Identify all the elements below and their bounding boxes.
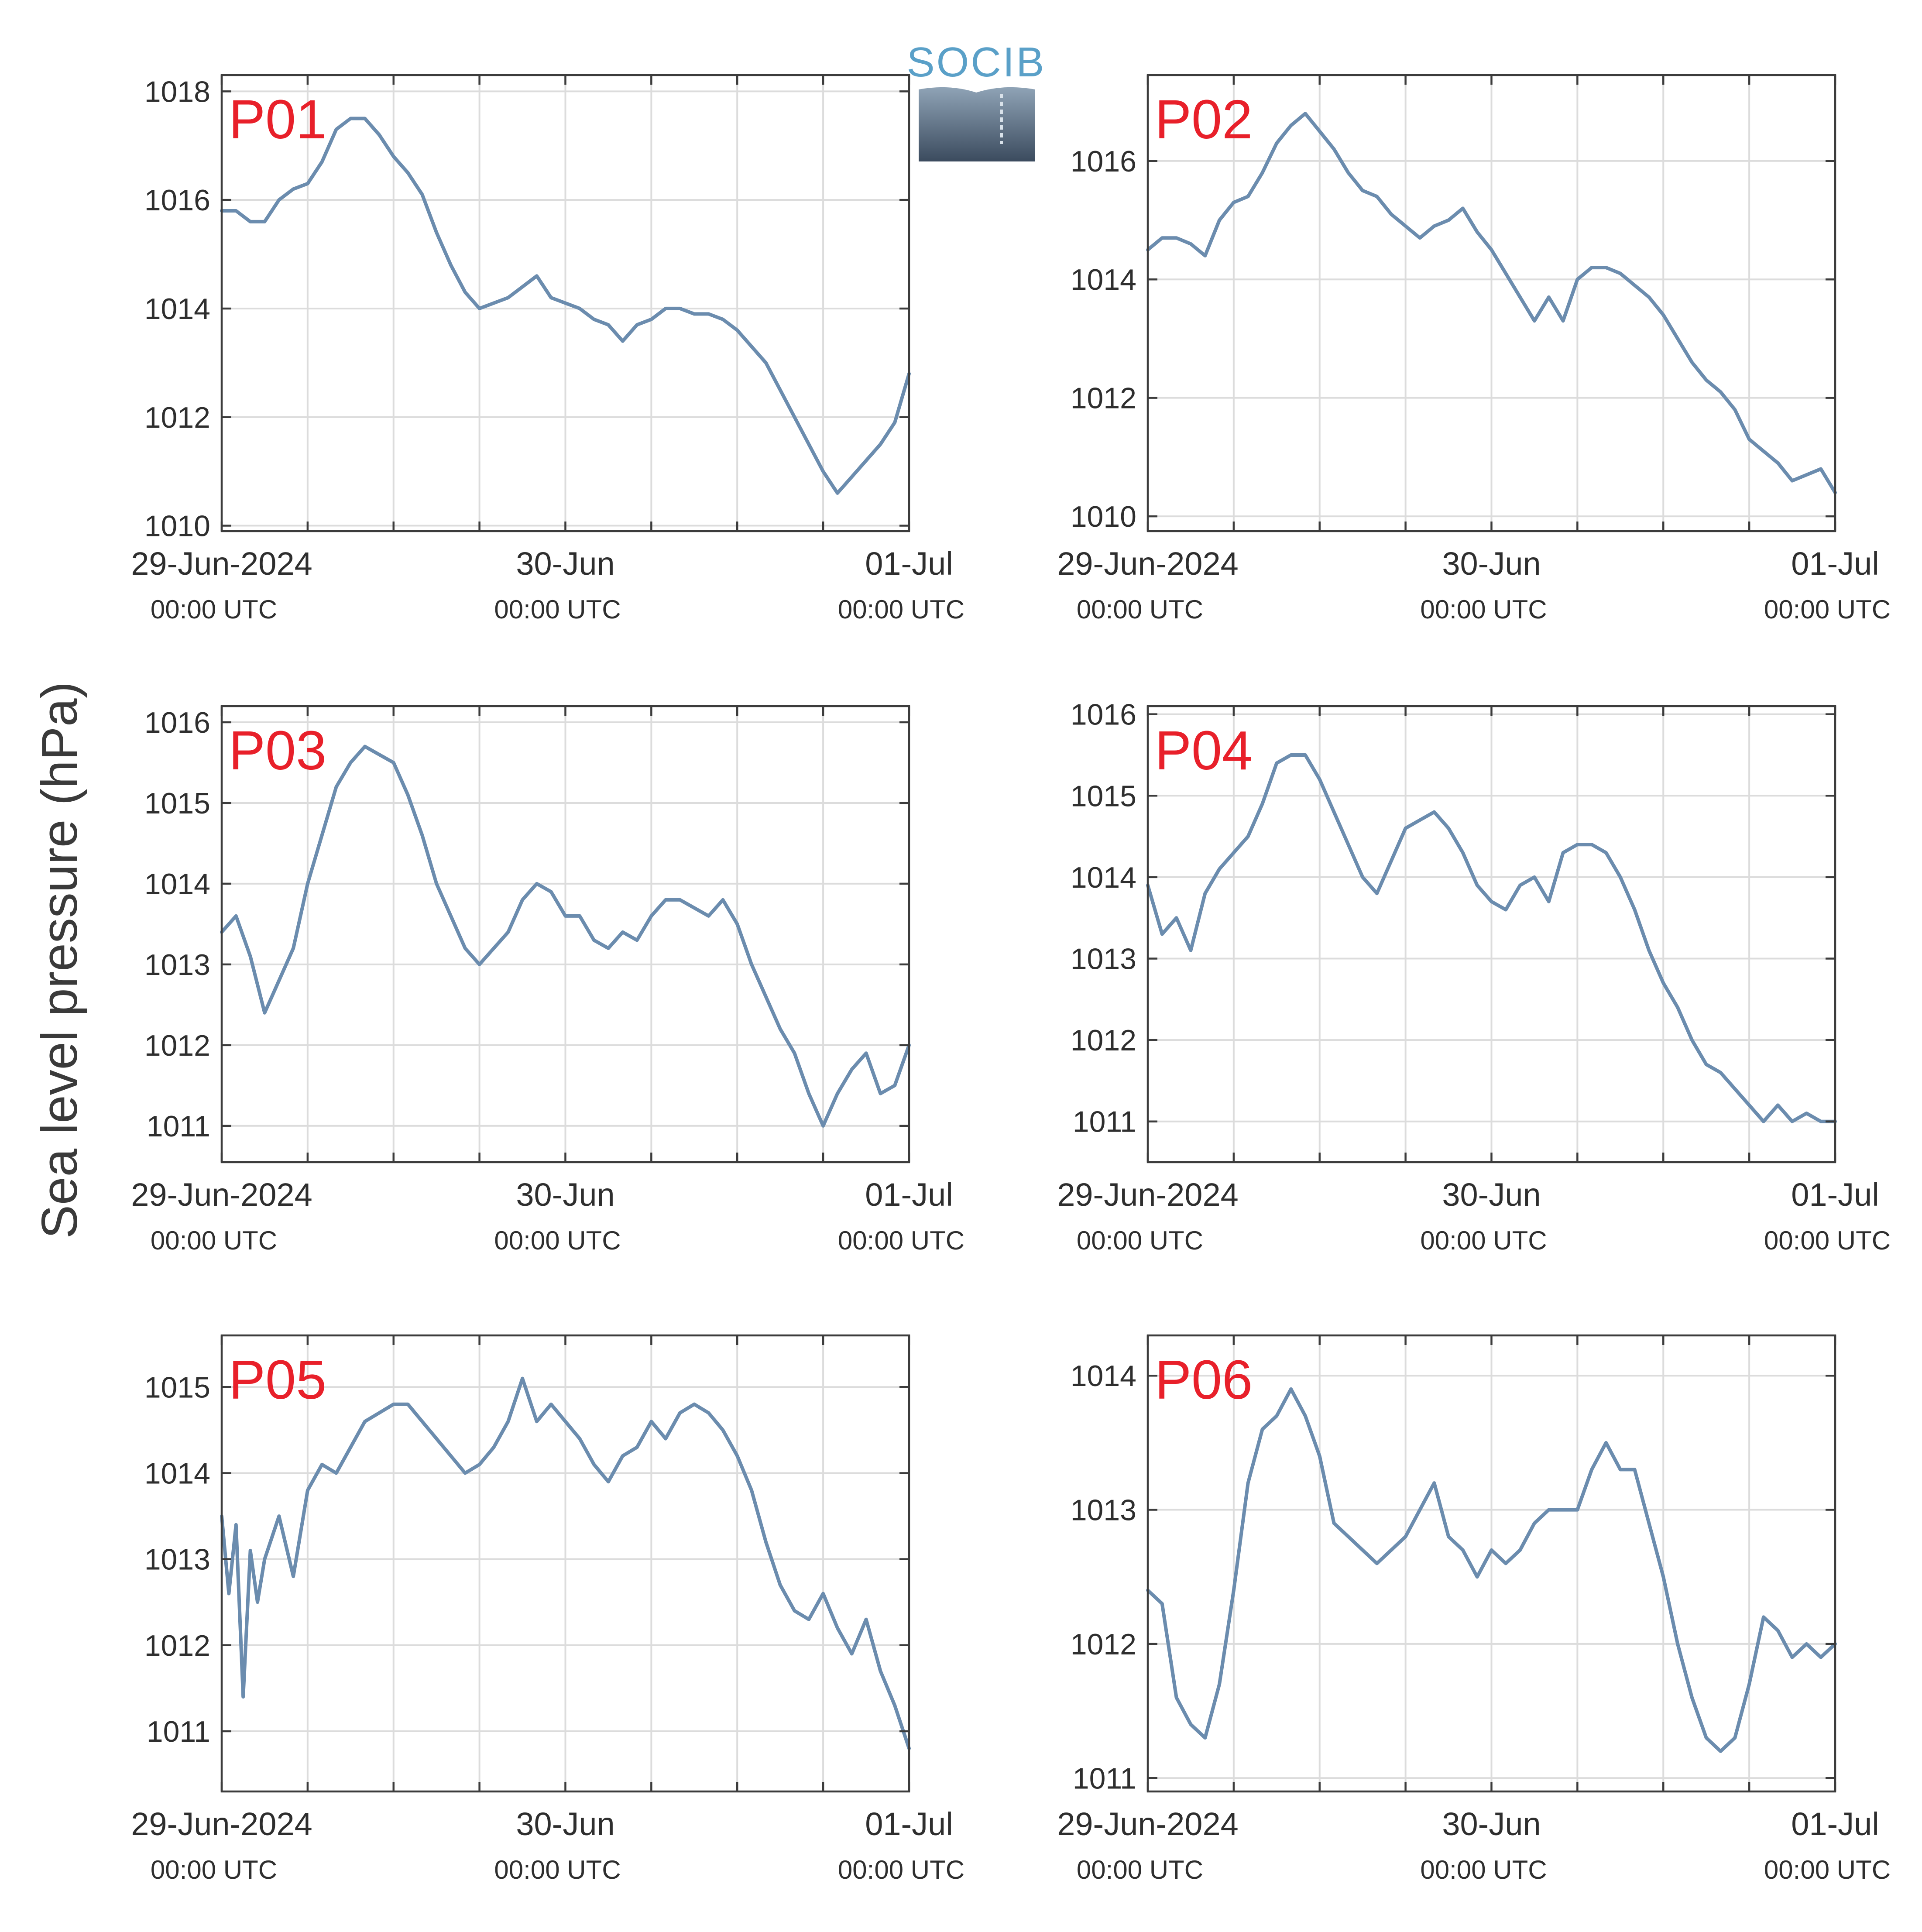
x-tick-label: 01-Jul xyxy=(865,546,953,582)
panel-label: P05 xyxy=(229,1349,326,1410)
chart-panel-p04: 1011 1012 1013 1014 1015 1016 29-Jun-2024 00:00… xyxy=(1057,698,1891,1255)
y-tick-label: 1016 xyxy=(1071,698,1136,731)
x-tick-sublabel: 00:00 UTC xyxy=(838,1855,964,1884)
socib-logo-text: SOCIB xyxy=(907,39,1046,86)
x-tick-sublabel: 00:00 UTC xyxy=(151,595,277,624)
y-tick-label: 1011 xyxy=(1073,1105,1136,1139)
x-tick-sublabel: 00:00 UTC xyxy=(494,1855,621,1884)
y-tick-label: 1012 xyxy=(144,401,210,434)
x-tick-sublabel: 00:00 UTC xyxy=(494,595,621,624)
x-tick-label: 01-Jul xyxy=(1791,546,1879,582)
x-tick-label: 30-Jun xyxy=(1442,546,1541,582)
x-tick-label: 01-Jul xyxy=(865,1806,953,1842)
x-tick-label: 29-Jun-2024 xyxy=(1057,1806,1239,1842)
y-tick-label: 1012 xyxy=(1071,1628,1136,1661)
y-tick-label: 1014 xyxy=(144,868,210,901)
y-tick-label: 1015 xyxy=(1071,779,1136,813)
pressure-line xyxy=(220,117,911,495)
x-tick-sublabel: 00:00 UTC xyxy=(1420,595,1547,624)
chart-panel-p02: 1010 1012 1014 1016 29-Jun-2024 00:00 UTC 30-J… xyxy=(1057,74,1891,624)
y-tick-label: 1013 xyxy=(144,1543,210,1576)
x-tick-label: 29-Jun-2024 xyxy=(131,1806,312,1842)
panel-label: P04 xyxy=(1155,720,1253,781)
y-tick-label: 1014 xyxy=(144,1457,210,1490)
x-tick-label: 01-Jul xyxy=(1791,1177,1879,1213)
y-tick-label: 1014 xyxy=(1071,861,1136,894)
x-tick-sublabel: 00:00 UTC xyxy=(151,1226,277,1255)
y-tick-label: 1016 xyxy=(144,184,210,217)
x-tick-sublabel: 00:00 UTC xyxy=(1764,1855,1891,1884)
y-tick-label: 1014 xyxy=(144,292,210,326)
x-tick-sublabel: 00:00 UTC xyxy=(838,595,964,624)
x-tick-label: 30-Jun xyxy=(516,1806,614,1842)
y-tick-label: 1013 xyxy=(1071,1494,1136,1527)
y-tick-label: 1016 xyxy=(1071,145,1136,178)
y-tick-label: 1011 xyxy=(147,1110,210,1143)
y-axis-label: Sea level pressure (hPa) xyxy=(31,682,88,1239)
panel-label: P03 xyxy=(229,720,326,781)
y-tick-label: 1016 xyxy=(144,706,210,739)
x-tick-label: 01-Jul xyxy=(865,1177,953,1213)
panel-label: P01 xyxy=(229,89,326,150)
panels: 1010 1012 1014 1016 1018 29-Jun-2024 00:00 UTC… xyxy=(131,74,1891,1884)
x-tick-sublabel: 00:00 UTC xyxy=(838,1226,964,1255)
x-tick-label: 30-Jun xyxy=(516,1177,614,1213)
chart-panel-p06: 1011 1012 1013 1014 29-Jun-2024 00:00 UTC 30-J… xyxy=(1057,1334,1891,1884)
y-tick-label: 1012 xyxy=(144,1029,210,1062)
y-tick-label: 1012 xyxy=(1071,1024,1136,1057)
y-tick-label: 1015 xyxy=(144,1371,210,1404)
x-tick-sublabel: 00:00 UTC xyxy=(1420,1226,1547,1255)
x-tick-sublabel: 00:00 UTC xyxy=(1077,595,1203,624)
x-tick-sublabel: 00:00 UTC xyxy=(151,1855,277,1884)
x-tick-sublabel: 00:00 UTC xyxy=(1077,1226,1203,1255)
x-tick-label: 29-Jun-2024 xyxy=(1057,546,1239,582)
chart-panel-p05: 1011 1012 1013 1014 1015 29-Jun-2024 00:00 UTC… xyxy=(131,1334,964,1884)
pressure-line xyxy=(1146,753,1837,1123)
y-tick-label: 1015 xyxy=(144,787,210,820)
y-tick-label: 1013 xyxy=(144,948,210,981)
pressure-line xyxy=(220,745,911,1128)
x-tick-label: 01-Jul xyxy=(1791,1806,1879,1842)
y-tick-label: 1012 xyxy=(1071,382,1136,415)
y-tick-label: 1013 xyxy=(1071,942,1136,975)
x-tick-label: 30-Jun xyxy=(1442,1177,1541,1213)
y-tick-label: 1011 xyxy=(147,1715,210,1748)
x-tick-sublabel: 00:00 UTC xyxy=(1420,1855,1547,1884)
chart-panel-p01: 1010 1012 1014 1016 1018 29-Jun-2024 00:00 UTC… xyxy=(131,74,964,624)
panel-label: P06 xyxy=(1155,1349,1253,1410)
y-tick-label: 1010 xyxy=(144,510,210,543)
socib-logo-wave xyxy=(919,87,1035,161)
chart-panel-p03: 1011 1012 1013 1014 1015 1016 29-Jun-2024 00:00… xyxy=(131,705,964,1255)
y-tick-label: 1010 xyxy=(1071,500,1136,533)
x-tick-sublabel: 00:00 UTC xyxy=(494,1226,621,1255)
panel-label: P02 xyxy=(1155,89,1253,150)
x-tick-label: 29-Jun-2024 xyxy=(1057,1177,1239,1213)
y-tick-label: 1012 xyxy=(144,1629,210,1662)
pressure-line xyxy=(220,1376,911,1750)
y-tick-label: 1018 xyxy=(144,75,210,108)
y-tick-label: 1011 xyxy=(1073,1762,1136,1795)
socib-logo: SOCIB xyxy=(907,39,1046,161)
x-tick-label: 30-Jun xyxy=(516,546,614,582)
x-tick-label: 30-Jun xyxy=(1442,1806,1541,1842)
x-tick-sublabel: 00:00 UTC xyxy=(1077,1855,1203,1884)
x-tick-label: 29-Jun-2024 xyxy=(131,546,312,582)
y-tick-label: 1014 xyxy=(1071,263,1136,296)
y-tick-label: 1014 xyxy=(1071,1359,1136,1393)
pressure-line xyxy=(1146,112,1837,494)
pressure-line xyxy=(1146,1387,1837,1753)
x-tick-sublabel: 00:00 UTC xyxy=(1764,1226,1891,1255)
x-tick-sublabel: 00:00 UTC xyxy=(1764,595,1891,624)
x-tick-label: 29-Jun-2024 xyxy=(131,1177,312,1213)
